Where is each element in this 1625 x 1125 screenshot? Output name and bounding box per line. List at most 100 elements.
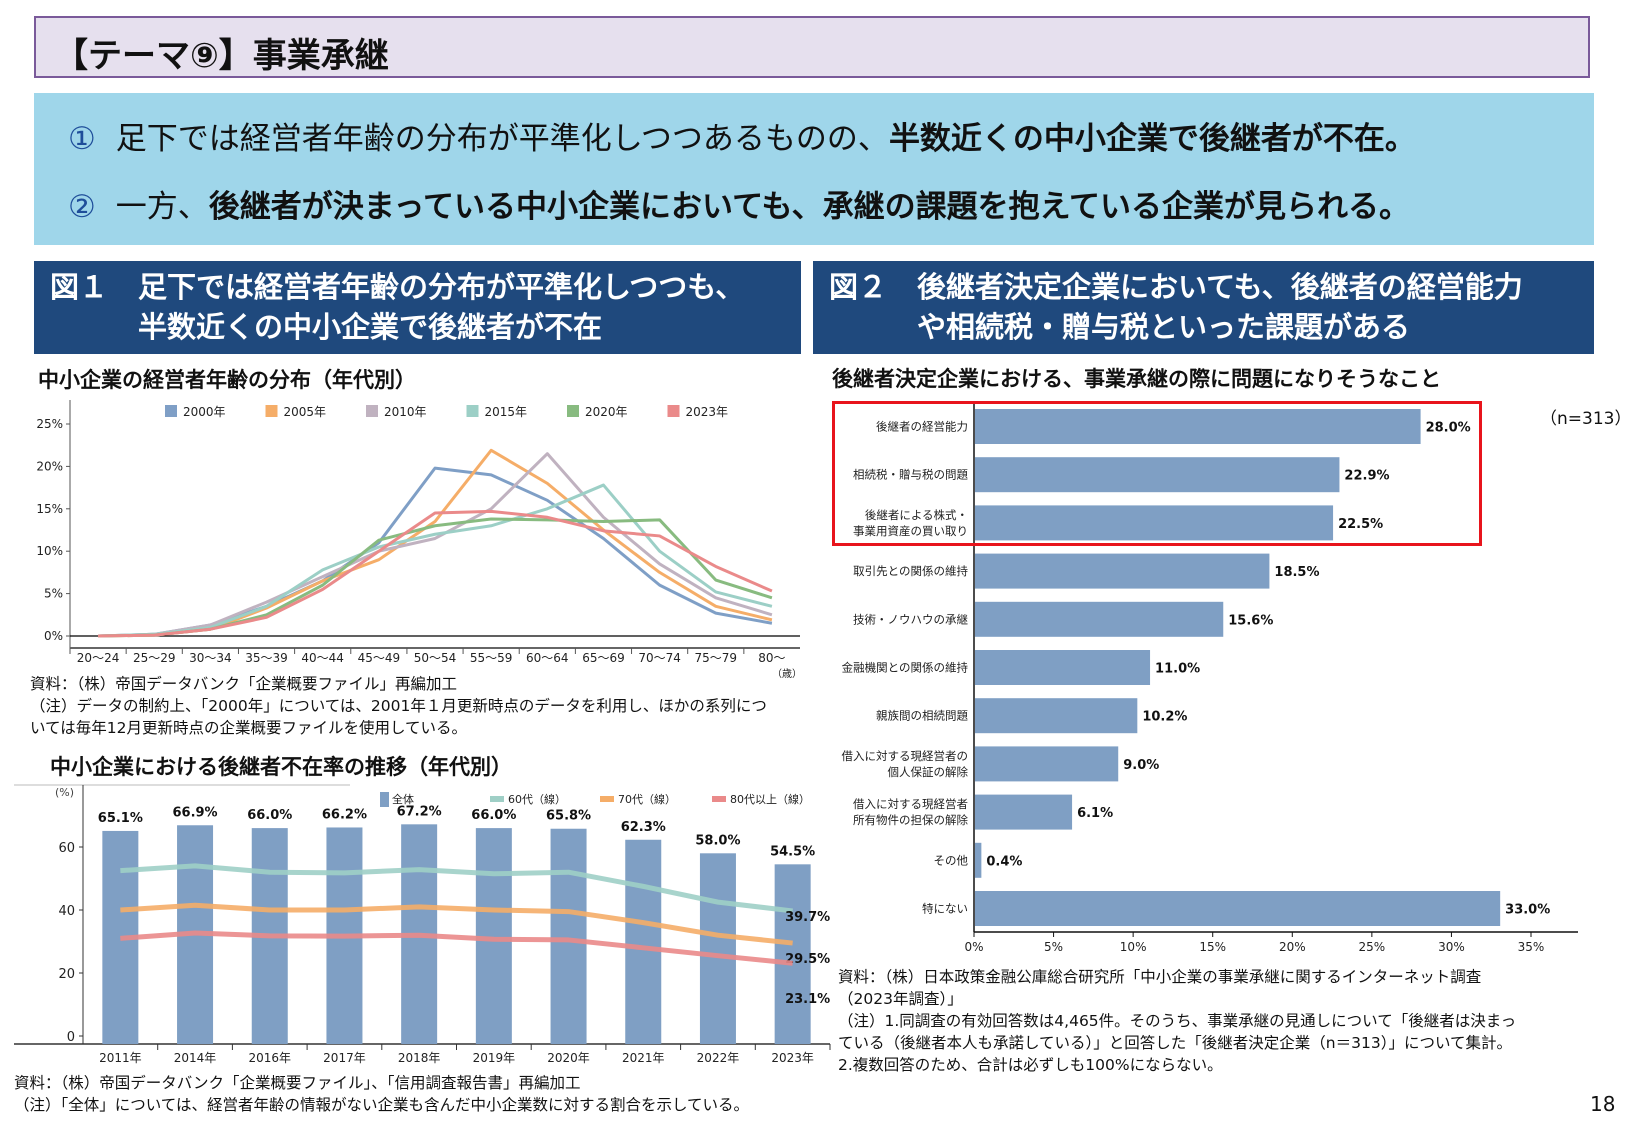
summary-line-1: ① 足下では経営者年齢の分布が平準化しつつあるものの、半数近くの中小企業で後継者が… [68,113,1416,158]
x-tick-label: 2018年 [398,1051,441,1065]
category-label: 取引先との関係の維持 [853,564,968,578]
title-box: 【テーマ⑨】事業承継 [34,16,1590,78]
x-tick-label: 40～44 [301,651,344,665]
summary-text: 足下では経営者年齢の分布が平準化しつつあるものの、 [115,121,889,157]
summary-bold-text: 後継者が決まっている中小企業においても、承継の課題を抱えている企業が見られる。 [208,189,1411,225]
bar-value-label: 6.1% [1077,806,1113,821]
chart1-title: 中小企業の経営者年齢の分布（年代別） [38,368,416,392]
chart2-title: 中小企業における後継者不在率の推移（年代別） [50,755,512,779]
summary-bold-text: 半数近くの中小企業で後継者が不在。 [888,121,1416,157]
category-label: 技術・ノウハウの承継 [853,612,968,626]
x-tick-label: 20% [1279,940,1306,954]
bar-後継者による株式・事業用資産の買い取り [975,505,1334,541]
x-tick-label: 35% [1518,940,1545,954]
legend-label: 80代以上（線） [730,792,810,806]
bar-その他 [975,842,982,878]
x-tick-label: 65～69 [582,651,625,665]
legend-swatch [466,405,479,417]
chart1-source: 資料：（株）帝国データバンク「企業概要ファイル」再編加工 [30,675,458,693]
x-tick-label: 80～ [758,651,785,665]
x-tick-label: 2017年 [323,1051,366,1065]
chart3-note-line2: ている（後継者本人も承諾している）」と回答した「後継者決定企業（n＝313）」に… [838,1034,1512,1052]
x-tick-label: 5% [1044,940,1063,954]
legend-swatch [490,796,504,802]
bar-value-label: 11.0% [1155,662,1200,677]
bar-相続税・贈与税の問題 [975,457,1340,493]
bar-技術・ノウハウの承継 [975,601,1224,637]
x-tick-label: 15% [1199,940,1226,954]
end-value-label: 39.7% [785,910,830,925]
highlight-box [832,401,1482,546]
category-label: 特にない [922,902,968,916]
figure2-header: 図２ 後継者決定企業においても、後継者の経営能力 や相続税・贈与税といった課題がある [813,261,1594,354]
figure1-label: 図１ [50,270,109,304]
legend-label: 2010年 [384,405,427,419]
bar-借入に対する現経営者所有物件の担保の解除 [975,794,1073,830]
bar-value-label: 9.0% [1123,758,1159,773]
x-tick-label: 35～39 [245,651,288,665]
y-axis-unit: (%) [55,786,74,799]
bar-value-label: 10.2% [1142,710,1187,725]
bar-金融機関との関係の維持 [975,650,1151,685]
sample-size-annotation: （n=313） [1540,409,1625,429]
figure1-header: 図１ 足下では経営者年齢の分布が平準化しつつも、 半数近くの中小企業で後継者が不在 [34,261,801,354]
x-tick-label: 2022年 [697,1051,740,1065]
y-tick-label: 5% [44,587,63,601]
bar-後継者の経営能力 [975,409,1421,444]
legend-label: 60代（線） [508,792,566,806]
legend-label: 2015年 [485,405,528,419]
legend-label: 2020年 [585,405,628,419]
category-label: 借入に対する現経営者 [853,797,968,811]
bar-value-label: 0.4% [986,854,1022,869]
bar-親族間の相続問題 [975,698,1138,734]
x-tick-label: 45～49 [358,651,401,665]
bar-value-label: 58.0% [695,833,740,848]
legend-swatch [567,405,579,417]
end-value-label: 29.5% [785,952,830,967]
x-tick-label: 25～29 [133,651,176,665]
x-tick-label: 50～54 [414,651,457,665]
bar-2021年 [625,839,662,1044]
summary-text: 一方、 [115,189,209,225]
x-tick-label: 2019年 [473,1051,516,1065]
page-number: 18 [1590,1092,1616,1116]
legend-label: 全体 [392,792,414,806]
category-label: 親族間の相続問題 [876,709,968,723]
x-tick-label: 75～79 [694,651,737,665]
bar-2023年 [774,864,811,1044]
figure1-heading-line1: 足下では経営者年齢の分布が平準化しつつも、 [138,270,745,304]
x-tick-label: 2014年 [174,1051,217,1065]
legend-swatch [366,405,378,417]
chart1-note-line2: いては毎年12月更新時点の企業概要ファイルを使用している。 [30,719,467,737]
chart3-note-line1: （注）1.同調査の有効回答数は4,465件。そのうち、事業承継の見通しについて「… [838,1012,1517,1030]
bar-value-label: 33.0% [1505,903,1550,918]
legend-swatch [667,405,680,417]
category-label: 事業用資産の買い取り [853,524,968,538]
x-tick-label: 30% [1438,940,1465,954]
category-label: 金融機関との関係の維持 [842,661,969,675]
legend-swatch [600,796,614,802]
series-line-70代（線） [120,902,793,946]
x-tick-label: 60～64 [526,651,569,665]
legend-label: 2023年 [686,405,729,419]
bar-value-label: 54.5% [770,844,815,859]
legend-swatch [165,405,177,417]
chart3-source-line2: （2023年調査）」 [838,990,963,1008]
bar-value-label: 66.9% [172,805,217,820]
x-tick-label: 70～74 [638,651,681,665]
bar-value-label: 22.5% [1338,517,1383,532]
category-label: 個人保証の解除 [888,765,969,779]
figure2-heading-line1: 後継者決定企業においても、後継者の経営能力 [917,270,1523,304]
figure2-heading-line2: や相続税・贈与税といった課題がある [917,310,1411,344]
bar-value-label: 66.2% [322,807,367,822]
chart1-note-line1: （注）データの制約上、「2000年」については、2001年１月更新時点のデータを… [30,697,767,715]
y-tick-label: 0% [44,629,63,643]
legend-label: 2005年 [284,405,327,419]
chart3-note-line3: 2.複数回答のため、合計は必ずしも100%にならない。 [838,1056,1223,1074]
legend-swatch [265,405,278,417]
x-axis-unit: （歳） [772,668,802,680]
x-tick-label: 2020年 [547,1051,590,1065]
chart3-source-line1: 資料：（株）日本政策金融公庫総合研究所「中小企業の事業承継に関するインターネット… [838,968,1482,986]
bar-value-label: 15.6% [1228,613,1273,628]
x-tick-label: 25% [1359,940,1386,954]
